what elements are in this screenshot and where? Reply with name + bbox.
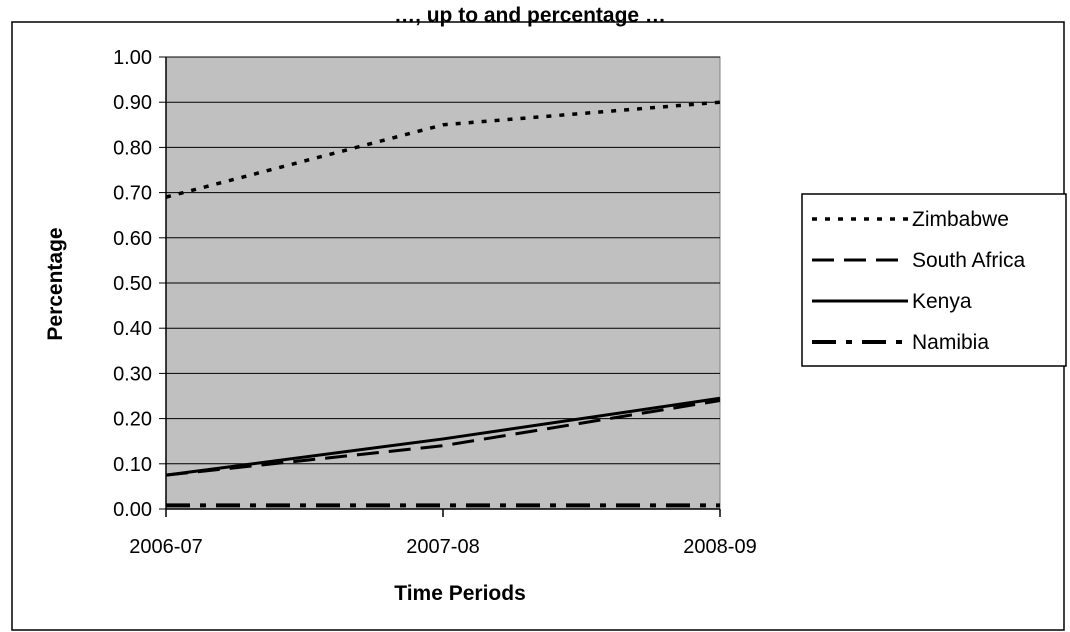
- y-tick-label: 0.80: [113, 137, 152, 159]
- y-tick-label: 0.60: [113, 228, 152, 250]
- y-tick-label: 0.50: [113, 273, 152, 295]
- x-tick-label: 2007-08: [406, 536, 479, 558]
- x-axis-ticks: 2006-07 2007-08 2008-09: [129, 508, 757, 558]
- y-tick-label: 0.70: [113, 183, 152, 205]
- y-tick-label: 1.00: [113, 47, 152, 69]
- legend-label: Zimbabwe: [912, 208, 1009, 231]
- series-lines: [165, 100, 721, 508]
- y-axis-ticks: 0.00 0.10 0.20 0.30 0.40 0.50 0.60 0.70 0.80 0.90…: [113, 47, 167, 521]
- y-tick-label: 0.10: [113, 454, 152, 476]
- y-tick-label: 0.30: [113, 363, 152, 385]
- chart-title: …, up to and percentage …: [394, 4, 666, 27]
- y-tick-label: 0.40: [113, 318, 152, 340]
- y-tick-label: 0.20: [113, 409, 152, 431]
- series-line-zimbabwe: [165, 100, 721, 199]
- x-tick-label: 2006-07: [129, 536, 202, 558]
- legend-label: Kenya: [912, 290, 972, 313]
- x-tick-label: 2008-09: [683, 536, 756, 558]
- legend-label: Namibia: [912, 331, 989, 354]
- y-tick-label: 0.90: [113, 92, 152, 114]
- legend: Zimbabwe South Africa Kenya Namibia: [801, 193, 1067, 367]
- y-axis-title: Percentage: [44, 227, 67, 340]
- series-line-south-africa: [165, 399, 721, 477]
- y-tick-label: 0.00: [113, 499, 152, 521]
- legend-box: [801, 193, 1067, 367]
- series-line-kenya: [165, 396, 721, 477]
- legend-label: South Africa: [912, 249, 1026, 272]
- x-axis-title: Time Periods: [394, 582, 526, 605]
- gridlines: [166, 56, 720, 510]
